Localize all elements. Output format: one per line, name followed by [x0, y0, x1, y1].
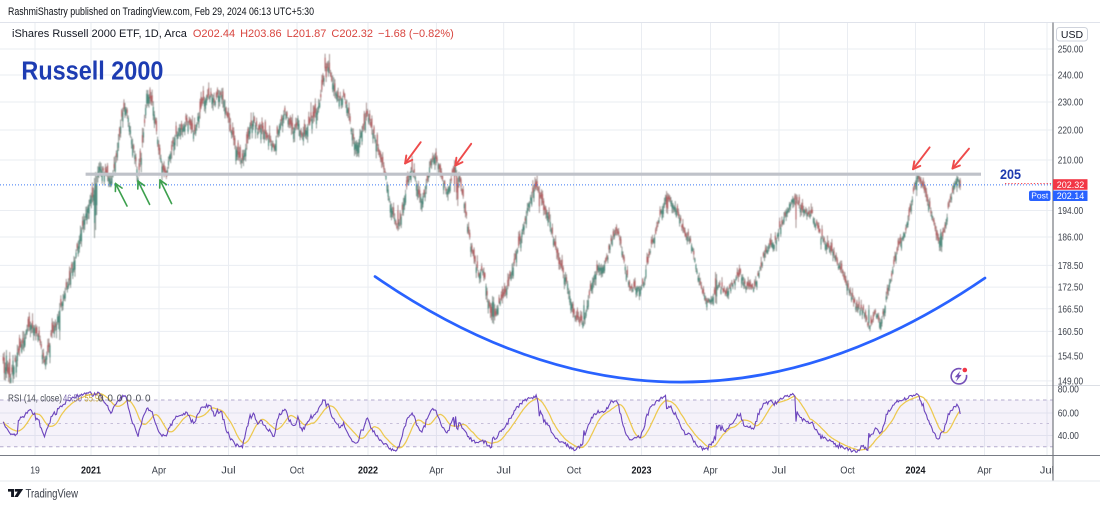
svg-text:166.50: 166.50 — [1058, 304, 1084, 315]
svg-text:Russell 2000: Russell 2000 — [21, 58, 163, 86]
svg-text:RashmiShastry published on Tra: RashmiShastry published on TradingView.c… — [8, 6, 314, 18]
svg-text:186.00: 186.00 — [1058, 233, 1084, 244]
svg-text:220.00: 220.00 — [1058, 126, 1084, 137]
svg-text:40.00: 40.00 — [1058, 431, 1080, 442]
svg-text:0: 0 — [145, 394, 151, 405]
svg-text:Oct: Oct — [290, 466, 305, 477]
svg-text:Jul: Jul — [1040, 466, 1054, 477]
svg-text:Apr: Apr — [429, 466, 444, 477]
svg-text:46.50: 46.50 — [63, 394, 82, 405]
svg-text:2021: 2021 — [81, 466, 101, 477]
svg-text:Jul: Jul — [772, 466, 786, 477]
svg-text:205: 205 — [1000, 167, 1021, 182]
svg-text:160.50: 160.50 — [1058, 327, 1084, 338]
svg-text:iShares Russell 2000 ETF, 1D,: iShares Russell 2000 ETF, 1D, ArcaO202.4… — [12, 28, 454, 40]
svg-text:Oct: Oct — [567, 466, 582, 477]
svg-text:Jul: Jul — [221, 466, 235, 477]
svg-text:Apr: Apr — [977, 466, 992, 477]
svg-text:Oct: Oct — [840, 466, 855, 477]
svg-text:0: 0 — [117, 394, 123, 405]
svg-text:0: 0 — [98, 394, 104, 405]
svg-text:19: 19 — [30, 466, 40, 477]
svg-text:2024: 2024 — [906, 466, 926, 477]
svg-text:230.00: 230.00 — [1058, 98, 1084, 109]
svg-text:178.50: 178.50 — [1058, 261, 1084, 272]
svg-text:60.00: 60.00 — [1058, 409, 1080, 420]
svg-text:0: 0 — [136, 394, 142, 405]
svg-text:80.00: 80.00 — [1058, 384, 1080, 395]
svg-text:Jul: Jul — [497, 466, 511, 477]
svg-text:RSI (14, close): RSI (14, close) — [8, 394, 62, 405]
svg-text:202.32: 202.32 — [1057, 180, 1085, 190]
svg-text:USD: USD — [1061, 29, 1084, 41]
svg-text:194.00: 194.00 — [1058, 206, 1084, 217]
svg-text:172.50: 172.50 — [1058, 283, 1084, 294]
svg-text:0: 0 — [107, 394, 113, 405]
svg-text:Apr: Apr — [703, 466, 718, 477]
svg-text:2023: 2023 — [632, 466, 652, 477]
svg-text:250.00: 250.00 — [1058, 45, 1084, 56]
svg-text:210.00: 210.00 — [1058, 156, 1084, 167]
svg-text:202.14: 202.14 — [1057, 191, 1085, 201]
svg-text:Apr: Apr — [152, 466, 167, 477]
svg-text:TradingView: TradingView — [26, 489, 79, 501]
svg-text:0: 0 — [126, 394, 132, 405]
svg-text:240.00: 240.00 — [1058, 71, 1084, 82]
svg-text:154.50: 154.50 — [1058, 352, 1084, 363]
svg-text:2022: 2022 — [358, 466, 378, 477]
svg-text:Post: Post — [1031, 191, 1049, 201]
